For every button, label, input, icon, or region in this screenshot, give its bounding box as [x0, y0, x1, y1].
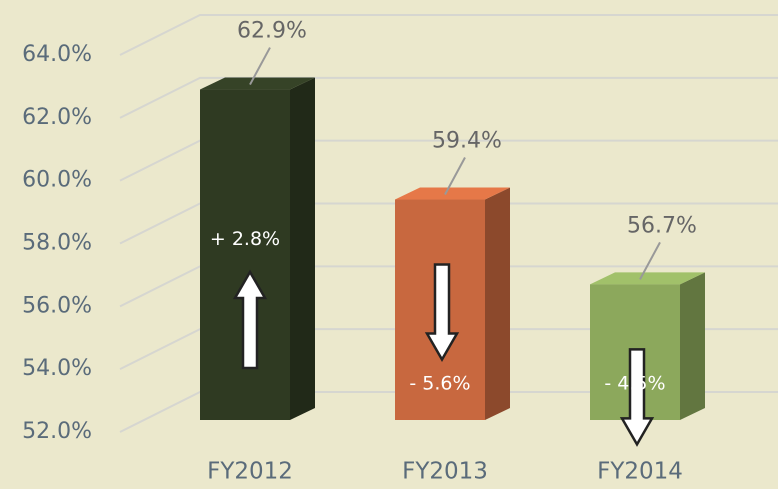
y-tick-label: 56.0% — [22, 293, 92, 318]
value-label: 59.4% — [432, 129, 502, 154]
y-tick-label: 60.0% — [22, 168, 92, 193]
change-label: - 4.5% — [604, 373, 665, 395]
change-arrow — [232, 269, 268, 370]
change-arrow — [619, 348, 655, 447]
x-tick-label: FY2013 — [402, 459, 488, 485]
x-tick-label: FY2014 — [597, 459, 683, 485]
y-tick-label: 52.0% — [22, 419, 92, 444]
y-tick-label: 54.0% — [22, 356, 92, 381]
bar-side — [680, 272, 705, 420]
leader-line — [249, 47, 271, 86]
grid-line — [119, 14, 778, 56]
change-label: - 5.6% — [409, 373, 470, 395]
y-tick-label: 62.0% — [22, 105, 92, 130]
bar-top — [200, 77, 315, 90]
bar-side — [290, 77, 315, 420]
grid-line — [119, 76, 778, 119]
x-tick-label: FY2012 — [207, 459, 293, 485]
y-tick-label: 58.0% — [22, 231, 92, 256]
y-tick-label: 64.0% — [22, 42, 92, 67]
bar — [200, 89, 290, 420]
change-label: + 2.8% — [210, 228, 280, 250]
leader-line — [444, 157, 466, 195]
value-label: 56.7% — [627, 213, 697, 238]
bar-top — [590, 272, 705, 285]
leader-line — [639, 241, 661, 280]
bar-top — [395, 187, 510, 200]
bar-side — [485, 187, 510, 420]
value-label: 62.9% — [237, 19, 307, 44]
change-arrow — [424, 263, 460, 363]
